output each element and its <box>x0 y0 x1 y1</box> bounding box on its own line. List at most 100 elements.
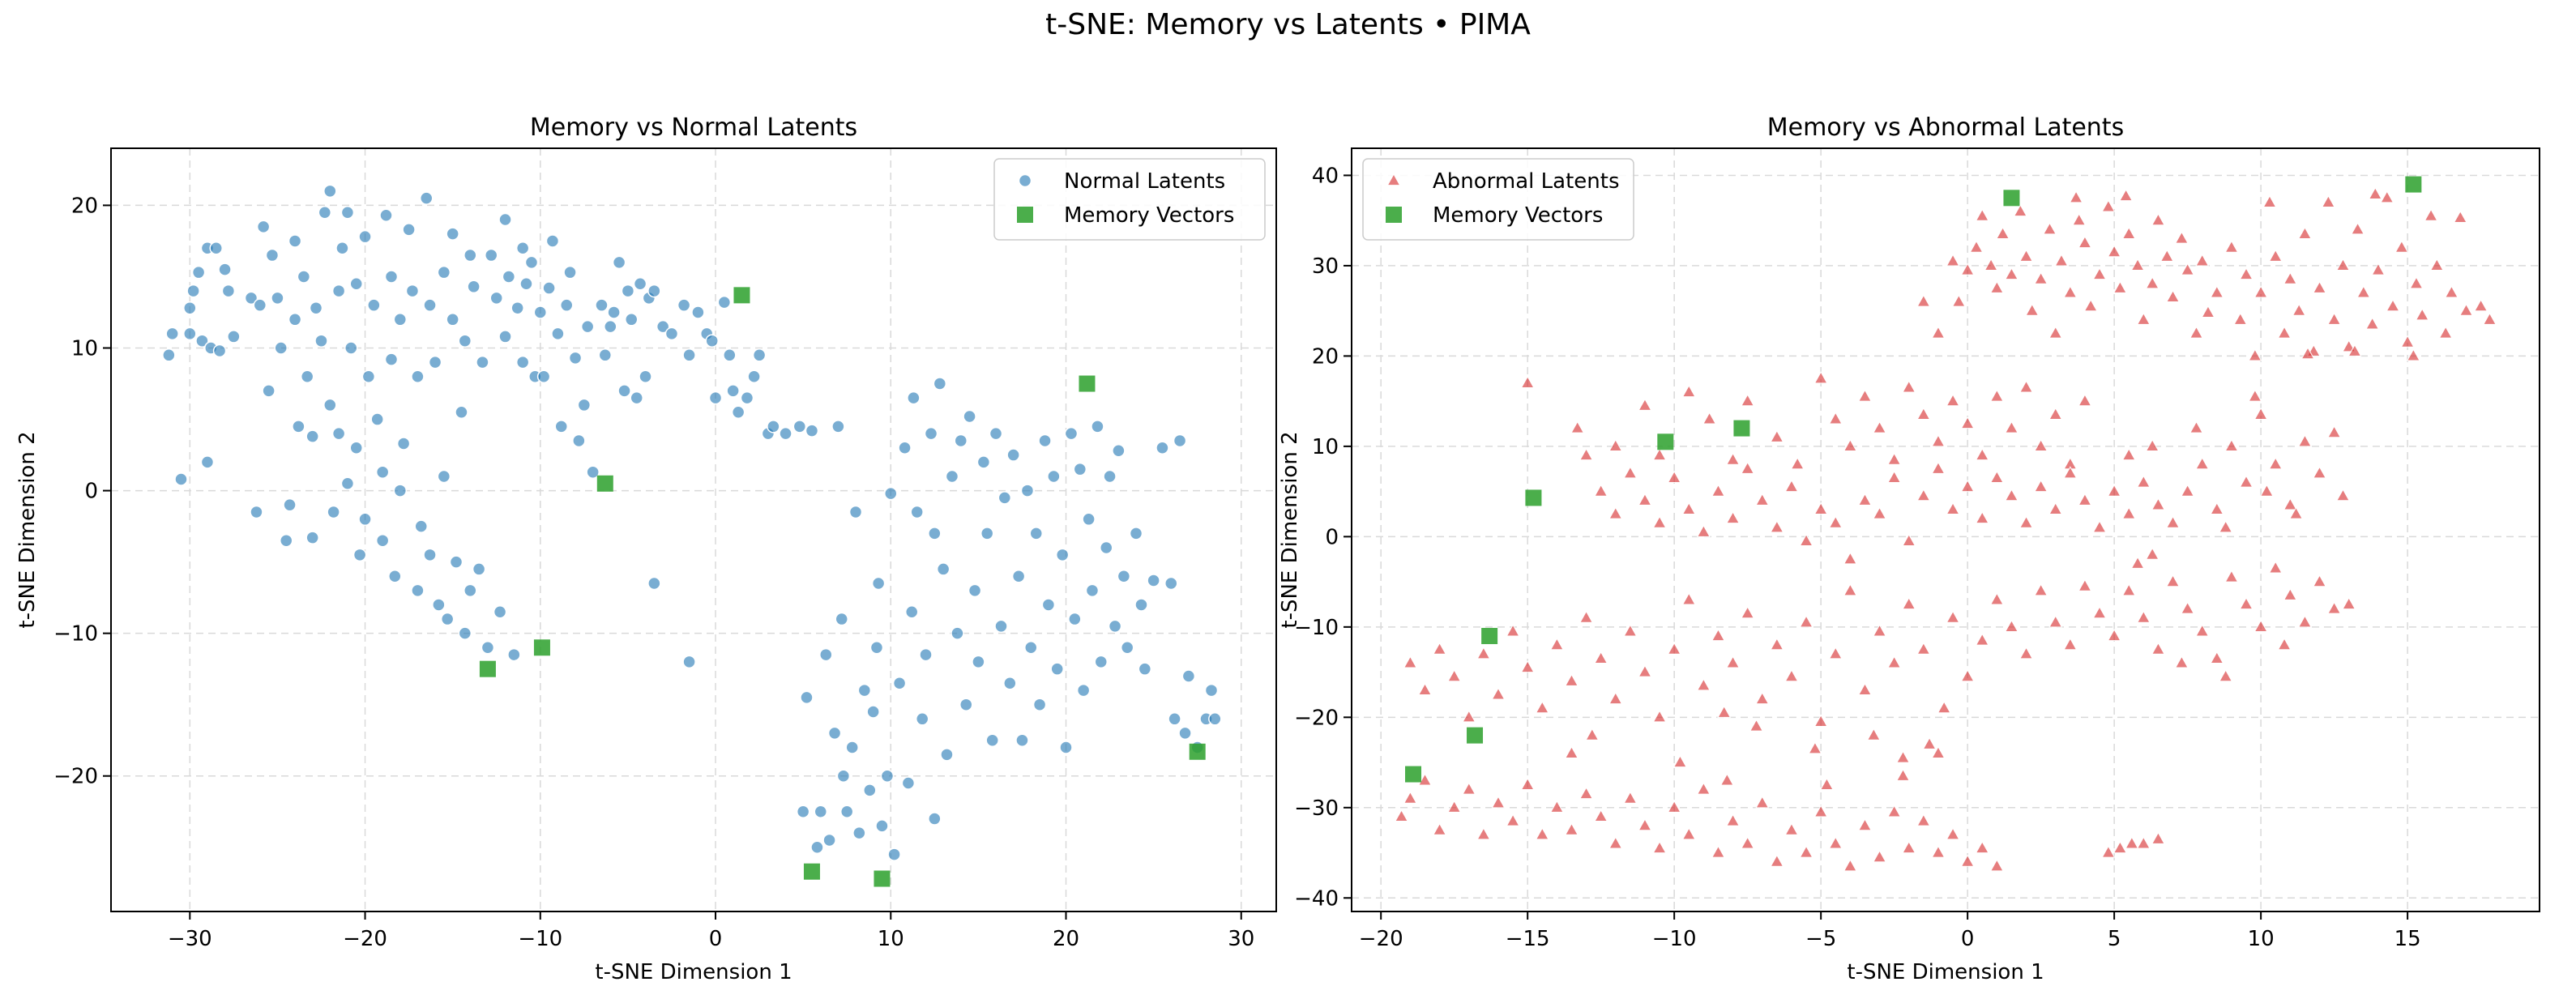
data-point-triangle <box>1623 791 1638 804</box>
x-tick-label: 10 <box>2248 927 2275 951</box>
data-point-triangle <box>2004 619 2019 632</box>
data-point-triangle <box>2034 480 2048 493</box>
data-point-triangle <box>2429 258 2444 271</box>
data-point-triangle <box>1491 687 1506 700</box>
data-point-circle <box>340 476 355 491</box>
data-point-circle <box>1173 433 1187 448</box>
axes: −20 −15 −10 −5 0 5 10 15 −40 −30 −20 −10 0 10 20 30 40 <box>1294 164 2421 951</box>
data-point-circle <box>836 769 851 783</box>
data-point-circle <box>1055 548 1070 562</box>
data-point-circle <box>358 512 372 527</box>
data-point-circle <box>898 441 912 455</box>
data-point-triangle <box>1608 506 1623 519</box>
data-point-triangle <box>1960 416 1975 429</box>
data-point-circle <box>511 301 524 315</box>
data-point-triangle <box>2224 438 2239 451</box>
data-point-circle <box>165 327 179 341</box>
data-point-triangle <box>1681 592 1696 605</box>
data-point-triangle <box>1418 773 1432 786</box>
data-point-triangle <box>1667 800 1681 813</box>
data-point-circle <box>253 298 267 312</box>
data-point-circle <box>458 626 472 640</box>
data-point-triangle <box>1873 624 1887 637</box>
data-point-triangle <box>1887 452 1902 465</box>
data-point-circle <box>262 384 276 398</box>
data-point-triangle <box>2210 285 2224 298</box>
data-point-circle <box>740 391 754 405</box>
data-point-circle <box>489 291 503 305</box>
data-point-triangle <box>2019 515 2033 528</box>
data-point-circle <box>928 812 942 826</box>
data-point-triangle <box>2078 236 2092 249</box>
data-point-triangle <box>2013 204 2027 217</box>
data-point-circle <box>1129 527 1143 540</box>
data-point-triangle <box>2034 271 2048 284</box>
data-point-triangle <box>1828 412 1843 425</box>
data-point-circle <box>928 527 942 540</box>
data-point-triangle <box>2336 489 2350 502</box>
data-point-triangle <box>1784 669 1799 682</box>
data-point-triangle <box>2181 601 2195 614</box>
data-point-circle <box>440 612 455 626</box>
data-point-triangle <box>2189 421 2203 433</box>
data-point-circle <box>388 569 402 583</box>
data-point-triangle <box>2259 484 2274 497</box>
data-point-circle <box>1041 598 1056 612</box>
data-point-circle <box>814 805 828 818</box>
data-point-triangle <box>2063 285 2078 298</box>
data-point-triangle <box>1902 596 1916 610</box>
data-point-triangle <box>1520 375 1535 388</box>
data-point-triangle <box>2121 506 2136 519</box>
data-point-triangle <box>2048 502 2063 515</box>
data-point-triangle <box>1755 493 1770 506</box>
data-point-square <box>1525 489 1542 506</box>
data-point-triangle <box>1858 493 1872 506</box>
data-point-triangle <box>2239 267 2253 280</box>
data-point-circle <box>691 305 705 319</box>
legend-label: Memory Vectors <box>1064 203 1234 228</box>
data-point-circle <box>980 527 994 540</box>
data-point-circle <box>288 234 302 248</box>
data-point-triangle <box>2313 280 2326 293</box>
data-point-circle <box>375 533 390 548</box>
data-point-triangle <box>1403 655 1417 668</box>
data-point-circle <box>1047 469 1061 484</box>
data-point-triangle <box>1755 796 1770 809</box>
legend-label: Normal Latents <box>1064 169 1225 194</box>
data-point-circle <box>630 391 643 405</box>
data-point-circle <box>524 255 539 270</box>
data-point-triangle <box>1989 859 2004 872</box>
data-point-triangle <box>2327 312 2342 325</box>
data-point-circle <box>323 184 337 199</box>
data-point-triangle <box>1975 840 1989 854</box>
data-point-circle <box>907 391 921 405</box>
legend-label: Memory Vectors <box>1433 203 1603 228</box>
data-point-triangle <box>1741 461 1755 474</box>
data-point-triangle <box>1696 678 1711 691</box>
data-point-triangle <box>2277 638 2292 651</box>
data-point-triangle <box>1946 394 1960 407</box>
data-point-triangle <box>2125 836 2139 849</box>
data-point-triangle <box>1916 642 1931 655</box>
data-point-circle <box>972 655 985 669</box>
data-point-circle <box>747 369 761 383</box>
data-point-triangle <box>1726 655 1741 668</box>
data-point-triangle <box>1799 615 1813 628</box>
data-point-triangle <box>2356 285 2371 298</box>
data-point-circle <box>1091 420 1104 433</box>
data-point-circle <box>370 412 384 426</box>
data-point-triangle <box>2224 240 2239 253</box>
data-point-triangle <box>1989 389 2004 402</box>
data-point-triangle <box>2253 285 2268 298</box>
data-point-circle <box>1156 441 1169 455</box>
data-point-circle <box>647 576 661 591</box>
data-point-triangle <box>2365 317 2380 330</box>
data-point-circle <box>1168 712 1181 726</box>
data-point-triangle <box>2130 258 2145 271</box>
data-point-triangle <box>1535 827 1549 840</box>
data-point-triangle <box>2083 299 2098 312</box>
data-point-triangle <box>1506 813 1520 826</box>
data-point-circle <box>1032 698 1047 711</box>
data-point-circle <box>327 505 340 519</box>
data-point-circle <box>209 241 223 255</box>
